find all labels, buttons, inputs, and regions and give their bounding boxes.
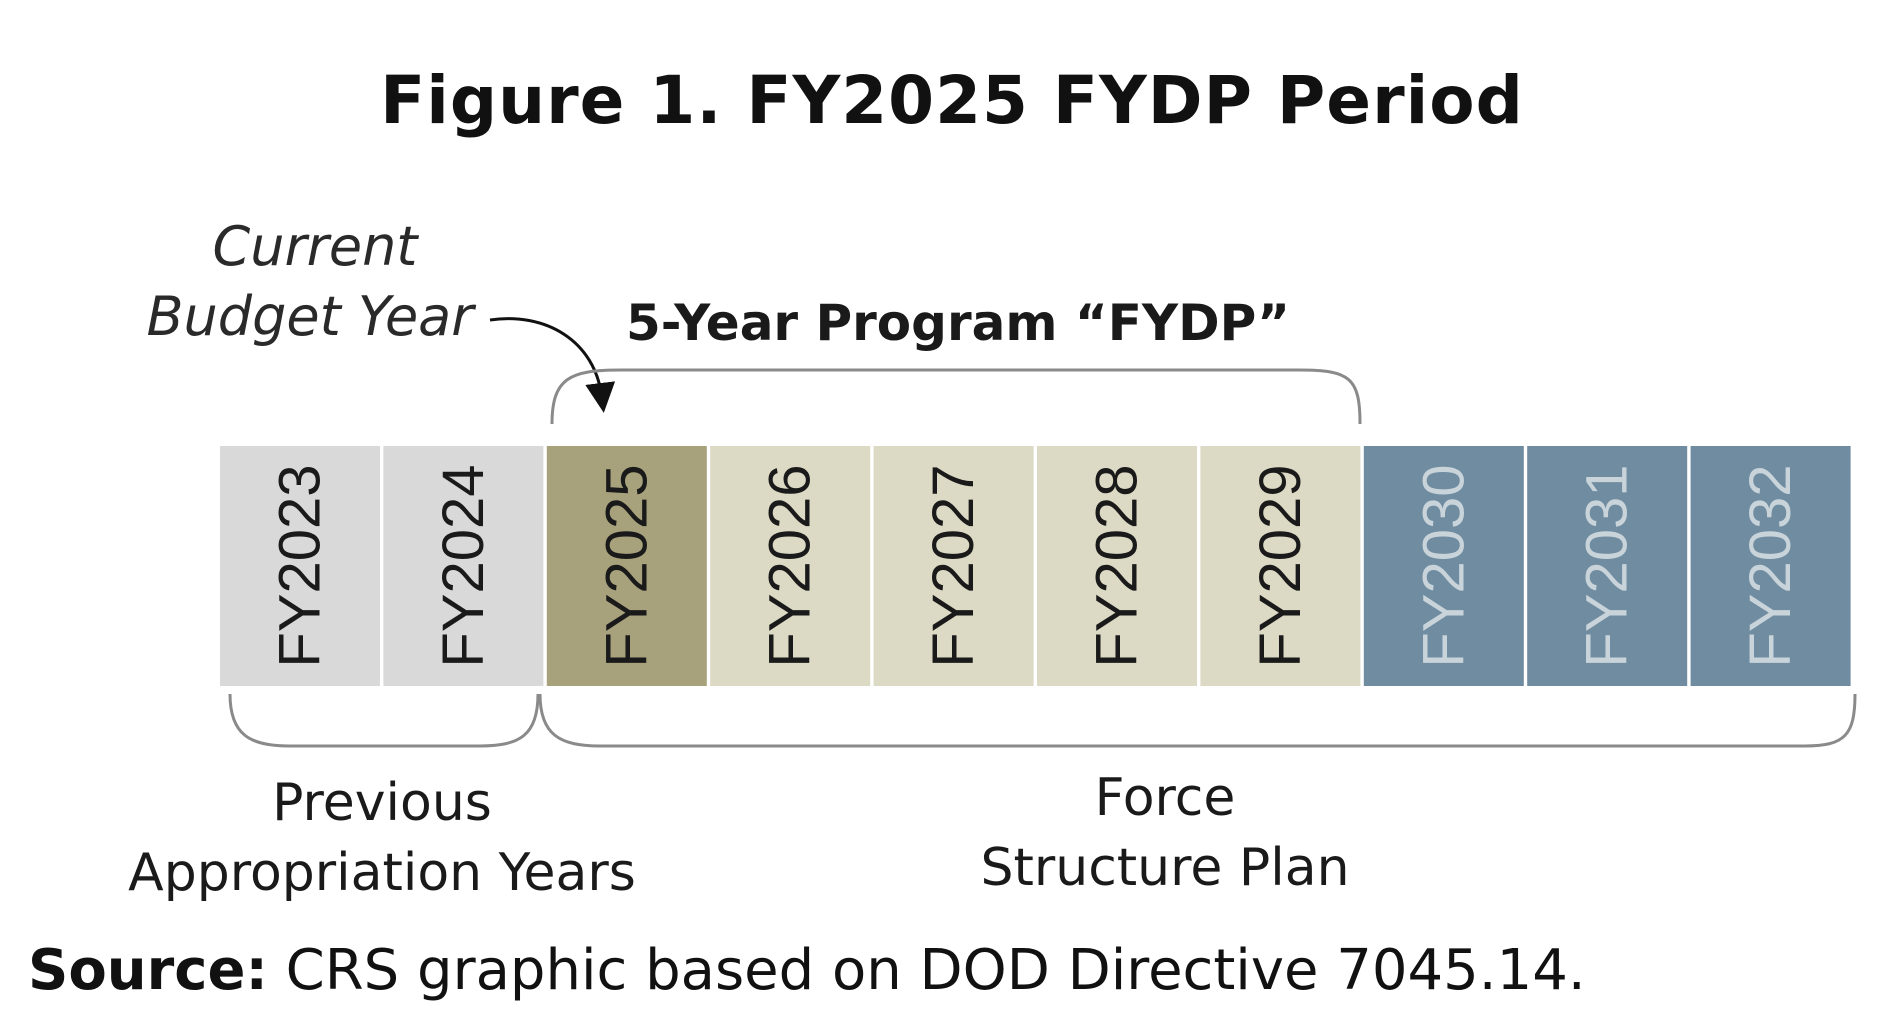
source-text: CRS graphic based on DOD Directive 7045.… <box>285 938 1586 1003</box>
source-label: Source: <box>28 938 268 1003</box>
previous-years-label-line1: Previous <box>272 773 492 833</box>
force-structure-label-line2: Structure Plan <box>980 838 1349 898</box>
year-cell-fy2030 <box>1363 446 1524 686</box>
year-label-fy2027: FY2027 <box>921 464 986 667</box>
force-structure-label-line1: Force <box>1095 768 1236 828</box>
current-budget-label-line2: Budget Year <box>147 285 477 348</box>
previous-years-label-line2: Appropriation Years <box>128 843 636 903</box>
source-note: Source: CRS graphic based on DOD Directi… <box>28 938 1586 1003</box>
year-cell-fy2032 <box>1690 446 1851 686</box>
year-label-fy2030: FY2030 <box>1411 464 1476 667</box>
year-cell-fy2023 <box>220 446 380 686</box>
year-cell-fy2027 <box>873 446 1034 686</box>
year-label-fy2024: FY2024 <box>431 464 496 667</box>
year-cell-fy2024 <box>383 446 544 686</box>
force-structure-bracket <box>538 693 1857 748</box>
year-cells: FY2023 FY2024 FY2025 FY2026 FY2027 FY2028 FY20… <box>220 446 1851 686</box>
year-cell-fy2026 <box>710 446 871 686</box>
fydp-bracket <box>550 368 1362 425</box>
year-label-fy2026: FY2026 <box>758 464 823 667</box>
year-cell-fy2028 <box>1037 446 1197 686</box>
year-label-fy2029: FY2029 <box>1248 464 1313 667</box>
year-label-fy2031: FY2031 <box>1575 464 1640 667</box>
year-label-fy2032: FY2032 <box>1738 464 1803 667</box>
previous-years-bracket <box>228 693 540 748</box>
year-cell-fy2025 <box>546 446 707 686</box>
current-year-arrow <box>489 317 616 413</box>
year-cell-fy2031 <box>1527 446 1688 686</box>
fydp-label: 5-Year Program “FYDP” <box>626 294 1290 352</box>
year-label-fy2025: FY2025 <box>594 464 659 667</box>
figure-title: Figure 1. FY2025 FYDP Period <box>380 62 1524 139</box>
year-label-fy2023: FY2023 <box>268 464 333 667</box>
current-budget-label-line1: Current <box>213 215 420 278</box>
year-cell-fy2029 <box>1200 446 1361 686</box>
year-label-fy2028: FY2028 <box>1085 464 1150 667</box>
